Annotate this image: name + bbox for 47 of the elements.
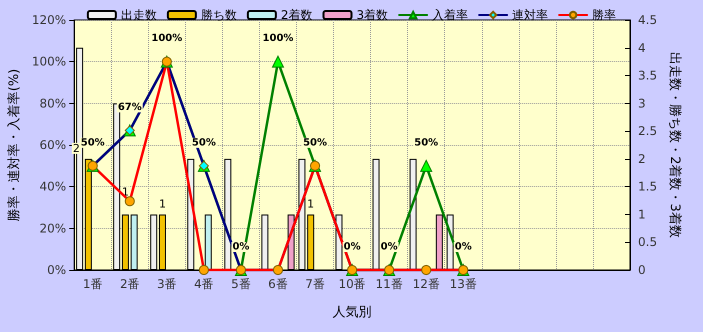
x-tick-label: 2番 <box>120 277 140 291</box>
x-tick-label: 3番 <box>157 277 177 291</box>
x-tick-label: 7番 <box>305 277 325 291</box>
x-tick-label: 1番 <box>82 277 103 291</box>
x-tick-label: 12番 <box>412 277 440 291</box>
data-label: 67% <box>118 102 142 113</box>
data-label: 50% <box>192 137 216 148</box>
y-axis-title: 勝率・連対率・入着率(%) <box>6 68 22 222</box>
data-label: 100% <box>151 33 182 44</box>
data-label: 1 <box>307 197 314 210</box>
x-axis-title: 人気別 <box>332 305 372 320</box>
y2-tick-label: 3 <box>638 96 646 110</box>
y-tick-label: 20% <box>40 221 66 236</box>
y2-tick-label: 4.5 <box>638 13 658 27</box>
y-tick-label: 120% <box>32 13 66 27</box>
y2-tick-label: 0 <box>638 263 646 277</box>
data-label: 50% <box>303 137 328 148</box>
y-tick-label: 0% <box>47 263 66 277</box>
x-tick-label: 6番 <box>268 277 288 291</box>
y2-tick-label: 1 <box>638 207 646 222</box>
y2-tick-label: 0.5 <box>638 235 658 250</box>
data-label: 0% <box>454 242 472 252</box>
y2-tick-label: 2.5 <box>638 124 658 138</box>
data-label: 50% <box>414 137 438 148</box>
data-label: 2 <box>72 142 80 155</box>
x-tick-label: 13番 <box>450 277 477 291</box>
y-tick-label: 80% <box>40 96 66 110</box>
point <box>420 160 432 172</box>
data-label: 1 <box>158 197 166 210</box>
x-tick-label: 10番 <box>338 277 366 291</box>
data-label: 0% <box>344 242 361 252</box>
data-label: 50% <box>80 137 105 148</box>
y-tick-label: 60% <box>40 138 66 152</box>
y2-tick-label: 2 <box>638 152 646 166</box>
y-tick-label: 40% <box>40 180 66 194</box>
y2-tick-label: 4 <box>638 40 646 55</box>
x-tick-label: 11番 <box>376 277 403 291</box>
data-label: 0% <box>380 242 398 252</box>
data-label: 0% <box>232 242 250 252</box>
y2-tick-label: 3.5 <box>638 68 658 83</box>
data-label: 100% <box>262 33 294 44</box>
y2-axis-title: 出走数・勝ち数・2着数・3着数 <box>666 52 683 238</box>
point <box>272 56 284 68</box>
x-tick-label: 4番 <box>194 277 214 291</box>
x-tick-label: 5番 <box>231 277 251 291</box>
y2-tick-label: 1.5 <box>638 180 658 194</box>
y-tick-label: 100% <box>32 54 66 69</box>
